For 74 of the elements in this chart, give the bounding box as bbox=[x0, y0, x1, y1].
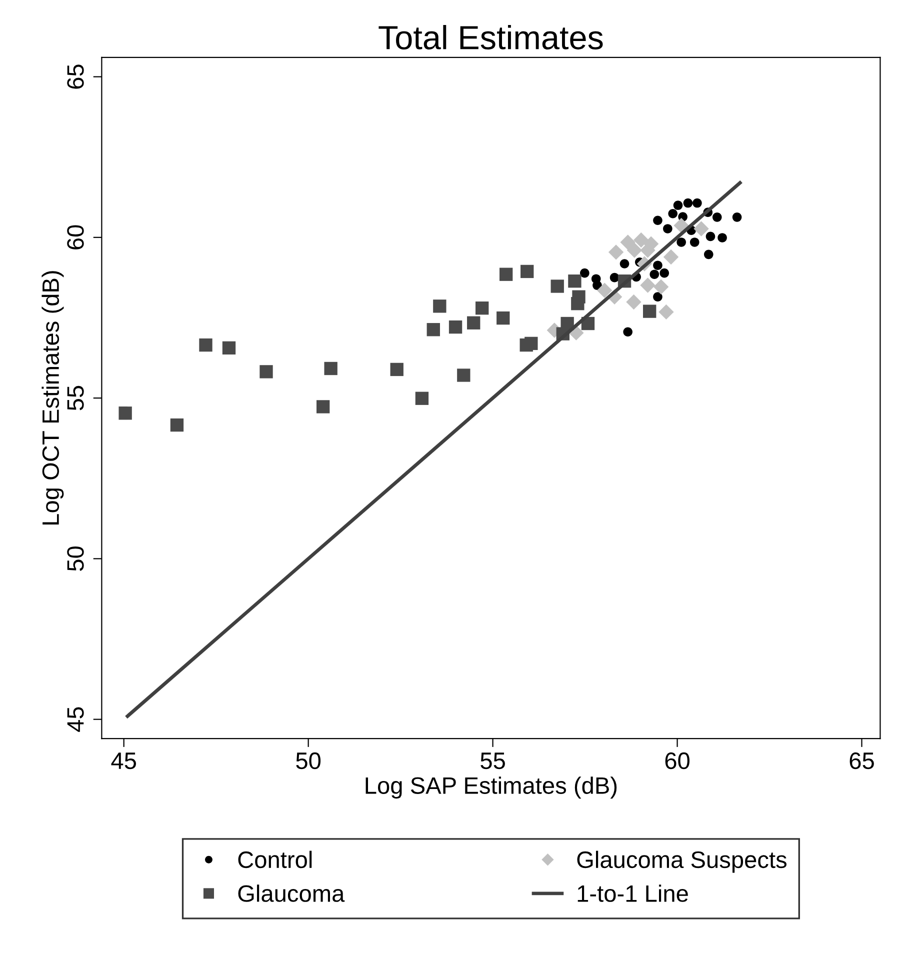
point bbox=[712, 212, 722, 222]
point bbox=[660, 268, 670, 278]
point bbox=[448, 320, 462, 334]
point bbox=[663, 249, 679, 265]
y-tick-label: 45 bbox=[67, 707, 84, 732]
y-tick-label: 65 bbox=[67, 64, 84, 89]
point bbox=[426, 323, 440, 336]
point bbox=[260, 365, 273, 378]
point bbox=[673, 200, 683, 210]
point bbox=[653, 216, 662, 226]
point bbox=[634, 232, 649, 248]
x-tick-label: 45 bbox=[111, 752, 136, 770]
y-tick-label: 50 bbox=[67, 546, 84, 571]
point bbox=[222, 341, 236, 355]
point bbox=[390, 362, 404, 376]
point bbox=[653, 279, 669, 294]
point bbox=[608, 244, 624, 260]
point bbox=[706, 232, 716, 242]
point bbox=[596, 282, 612, 298]
point bbox=[620, 234, 636, 250]
point bbox=[496, 311, 510, 325]
point bbox=[592, 280, 602, 290]
point bbox=[499, 268, 513, 281]
point bbox=[653, 292, 662, 302]
legend-label: Control bbox=[238, 850, 312, 868]
point bbox=[663, 224, 672, 234]
point bbox=[668, 208, 678, 218]
legend-label: Glaucoma bbox=[238, 884, 345, 902]
x-tick-label: 65 bbox=[850, 752, 874, 770]
point bbox=[623, 327, 632, 337]
point bbox=[520, 264, 534, 278]
point bbox=[571, 297, 584, 310]
point bbox=[580, 268, 590, 278]
point bbox=[199, 338, 212, 352]
point bbox=[170, 418, 184, 432]
x-tick-label: 55 bbox=[480, 752, 505, 770]
chart-title: Total Estimates bbox=[378, 24, 603, 50]
point bbox=[650, 270, 660, 280]
point bbox=[524, 336, 538, 350]
y-tick-label: 55 bbox=[67, 386, 84, 410]
point bbox=[610, 272, 620, 282]
x-tick-label: 60 bbox=[665, 752, 690, 770]
point bbox=[467, 316, 480, 330]
point bbox=[692, 198, 702, 208]
point bbox=[683, 198, 693, 208]
point bbox=[550, 280, 564, 293]
point bbox=[476, 302, 489, 315]
point bbox=[694, 221, 709, 236]
point bbox=[620, 259, 630, 268]
legend-label: 1-to-1 Line bbox=[578, 884, 688, 902]
point bbox=[640, 278, 656, 293]
point bbox=[643, 304, 656, 318]
point bbox=[626, 294, 642, 310]
point bbox=[118, 406, 132, 420]
point bbox=[653, 260, 662, 270]
point bbox=[718, 233, 727, 242]
point bbox=[415, 392, 429, 405]
point bbox=[626, 242, 642, 258]
y-tick-label: 60 bbox=[67, 225, 84, 250]
point bbox=[568, 274, 582, 288]
point bbox=[433, 300, 446, 313]
x-tick-label: 50 bbox=[296, 752, 321, 770]
point bbox=[732, 212, 742, 222]
point bbox=[658, 304, 674, 320]
x-axis-title: Log SAP Estimates (dB) bbox=[366, 776, 617, 799]
point bbox=[674, 218, 689, 234]
point bbox=[316, 400, 330, 414]
point bbox=[690, 238, 700, 247]
legend-label: Glaucoma Suspects bbox=[577, 850, 786, 873]
point bbox=[324, 362, 338, 376]
y-axis-title: Log OCT Estimates (dB) bbox=[42, 271, 64, 524]
point bbox=[676, 238, 686, 247]
point bbox=[457, 368, 470, 382]
point bbox=[704, 250, 714, 260]
